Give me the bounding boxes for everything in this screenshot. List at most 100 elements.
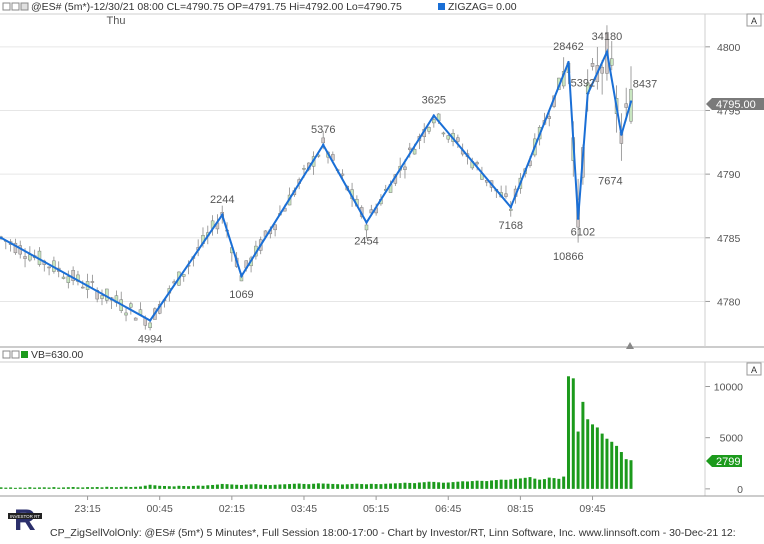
zigzag-point [221, 213, 224, 217]
volume-bar [321, 483, 325, 489]
scroll-marker-icon[interactable] [626, 342, 634, 349]
price-axis-label: 4800 [717, 42, 741, 54]
volume-bar [456, 481, 460, 489]
volume-bar [557, 478, 561, 489]
volume-bar [615, 445, 619, 489]
candle-body [66, 276, 71, 283]
volume-bar [326, 483, 330, 489]
candle-body [590, 63, 595, 67]
zigzag-point [629, 100, 633, 103]
candle-body [13, 242, 18, 254]
swing-volume-label: 5376 [311, 124, 335, 136]
pane-collapse-box[interactable] [11, 2, 20, 11]
volume-bar [475, 480, 479, 489]
volume-bar [307, 484, 311, 489]
volume-bar [600, 433, 604, 489]
zigzag-point [365, 221, 368, 224]
swing-volume-label: 10866 [553, 251, 584, 263]
volume-bar [215, 484, 219, 489]
candle-body [340, 173, 345, 176]
current-volume-value: 2799 [716, 456, 740, 468]
candle-body [403, 166, 407, 170]
candle-body [133, 317, 138, 321]
volume-bar [369, 483, 373, 489]
swing-volume-label: 6102 [571, 227, 595, 239]
volume-bar [187, 486, 191, 489]
volume-bar [494, 480, 498, 489]
volume-bar [28, 487, 32, 489]
zigzag-point [148, 319, 152, 322]
volume-bar [244, 484, 248, 489]
volume-bar [312, 483, 316, 489]
volume-bar [331, 483, 335, 489]
volume-bar [230, 484, 234, 489]
volume-bar [66, 487, 70, 489]
swing-volume-label: 5392 [571, 77, 595, 89]
time-axis-label: 08:15 [507, 503, 533, 515]
volume-bar [509, 479, 513, 489]
candle-body [475, 162, 479, 165]
volume-bar [610, 441, 614, 489]
volume-bar [283, 484, 287, 489]
upper-pane-scale-button[interactable] [746, 13, 762, 27]
swing-volume-label: 4994 [138, 334, 162, 346]
volume-bar [33, 487, 37, 489]
candle-body [547, 116, 551, 119]
volume-bar [403, 482, 407, 489]
volume-bar [619, 452, 623, 489]
volume-bar [254, 484, 258, 489]
pane-select-box[interactable] [2, 2, 11, 11]
volume-bar [350, 483, 354, 489]
volume-bar [566, 376, 570, 489]
volume-bar [533, 478, 537, 489]
volume-bar [268, 485, 272, 489]
lower-pane-scale-button[interactable] [746, 362, 762, 376]
volume-bar [538, 479, 542, 489]
svg-text:R: R [14, 504, 36, 537]
volume-bar [441, 482, 445, 489]
volume-bar [586, 419, 590, 489]
candle-body [47, 266, 51, 269]
candle-body [273, 224, 277, 231]
volume-bar [196, 485, 200, 489]
volume-bar [182, 485, 186, 489]
current-price-value: 4795.00 [716, 99, 756, 111]
volume-bar [417, 482, 421, 489]
volume-bar [292, 483, 296, 489]
day-label: Thu [107, 15, 126, 27]
volume-bar [490, 480, 494, 489]
volume-bar [211, 484, 215, 489]
candle-body [509, 208, 513, 211]
volume-bar [398, 483, 402, 489]
volume-bar [379, 484, 383, 489]
volume-bar [518, 478, 522, 489]
volume-bar [220, 483, 224, 489]
volume-bar [259, 484, 263, 489]
volume-bar [605, 438, 609, 489]
volume-axis-label: 5000 [720, 433, 744, 445]
lower-pane-header: VB=630.00 [31, 349, 83, 361]
zigzag-point [620, 133, 623, 136]
swing-volume-label: 3625 [422, 95, 446, 107]
volume-bar [95, 487, 99, 489]
swing-volume-label: 7168 [499, 220, 523, 232]
volume-bar [129, 487, 133, 489]
volume-bar [143, 485, 147, 489]
volume-bar [177, 485, 181, 489]
volume-bar [528, 477, 532, 489]
volume-bar [71, 487, 75, 489]
lower-pane-collapse-box[interactable] [11, 350, 20, 359]
volume-bar [523, 477, 527, 489]
lower-pane-select-box[interactable] [2, 350, 11, 359]
volume-bar [465, 481, 469, 489]
zigzag-point [605, 50, 609, 54]
volume-bar [273, 484, 277, 489]
candle-body [23, 256, 27, 259]
volume-bar [105, 486, 109, 489]
swing-volume-label: 34180 [592, 31, 623, 43]
volume-bar [100, 487, 104, 489]
zigzag-point [322, 143, 325, 147]
volume-bar [624, 459, 628, 489]
volume-bar [249, 484, 253, 489]
